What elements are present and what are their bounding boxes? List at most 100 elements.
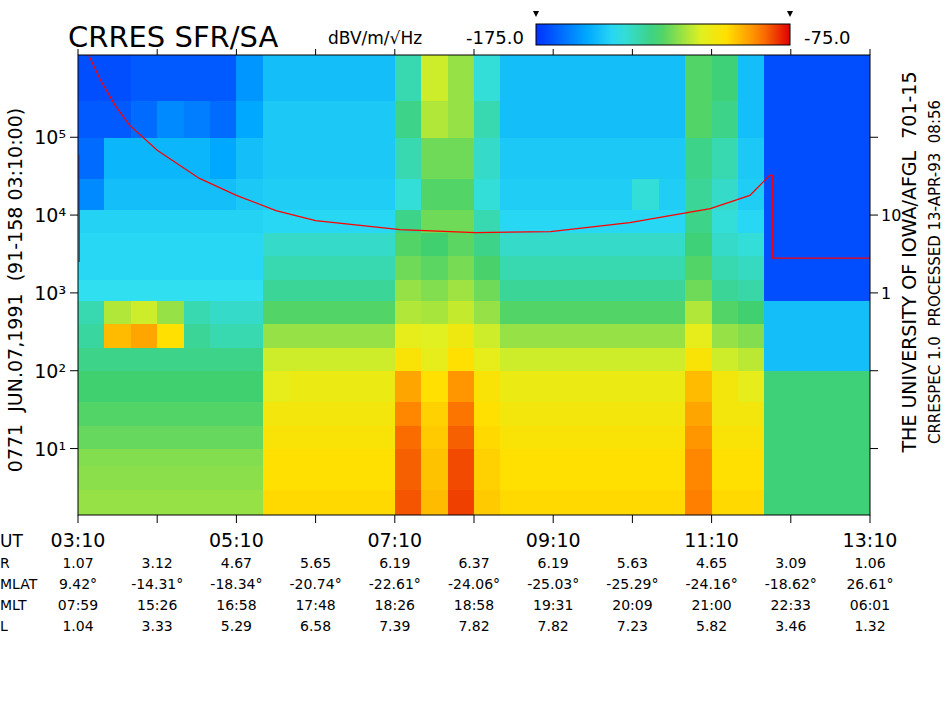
heatmap-cell bbox=[421, 324, 448, 348]
x-tick bbox=[157, 515, 158, 523]
ephemeris-value: 5.82 bbox=[696, 618, 727, 634]
heatmap-cell bbox=[368, 55, 395, 101]
heatmap-cell bbox=[527, 232, 554, 256]
heatmap-cell bbox=[553, 489, 580, 515]
heatmap-cell bbox=[368, 279, 395, 301]
heatmap-cell bbox=[157, 466, 184, 490]
heatmap-cell bbox=[500, 100, 527, 138]
heatmap-cell bbox=[738, 55, 765, 101]
y-tick-label: 10⁵ bbox=[34, 126, 66, 148]
heatmap-cell bbox=[236, 137, 263, 178]
heatmap-cell bbox=[104, 371, 131, 403]
heatmap-cell bbox=[421, 137, 448, 178]
heatmap-cell bbox=[712, 300, 739, 324]
heatmap-cell bbox=[448, 256, 475, 280]
heatmap-cell bbox=[104, 279, 131, 301]
heatmap-cell bbox=[289, 449, 316, 467]
heatmap-cell bbox=[659, 137, 686, 178]
heatmap-cell bbox=[632, 137, 659, 178]
heatmap-cell bbox=[606, 100, 633, 138]
heatmap-cell bbox=[368, 256, 395, 280]
heatmap-cell bbox=[844, 178, 870, 210]
heatmap-cell bbox=[342, 209, 369, 233]
heatmap-cell bbox=[817, 232, 844, 256]
heatmap-cell bbox=[342, 371, 369, 403]
heatmap-cell bbox=[78, 371, 105, 403]
y2-tick bbox=[870, 292, 878, 293]
heatmap-cell bbox=[791, 256, 818, 280]
heatmap-cell bbox=[764, 178, 791, 210]
heatmap-cell bbox=[817, 402, 844, 426]
heatmap-cell bbox=[210, 371, 237, 403]
heatmap-cell bbox=[500, 178, 527, 210]
heatmap-cell bbox=[104, 449, 131, 467]
heatmap-cell bbox=[474, 425, 501, 449]
heatmap-cell bbox=[210, 402, 237, 426]
heatmap-cell bbox=[157, 300, 184, 324]
heatmap-cell bbox=[210, 137, 237, 178]
heatmap-cell bbox=[527, 100, 554, 138]
heatmap-cell bbox=[791, 232, 818, 256]
heatmap-cell bbox=[131, 55, 158, 101]
heatmap-cell bbox=[184, 347, 211, 371]
colorbar-tick-label: -75.0 bbox=[804, 27, 851, 48]
heatmap-cell bbox=[395, 178, 422, 210]
heatmap-cell bbox=[738, 489, 765, 515]
heatmap-cell bbox=[764, 300, 791, 324]
heatmap-cell bbox=[157, 256, 184, 280]
heatmap-cell bbox=[553, 449, 580, 467]
heatmap-cell bbox=[527, 178, 554, 210]
heatmap-cell bbox=[500, 300, 527, 324]
heatmap-cell bbox=[500, 232, 527, 256]
x-tick-label: 07:10 bbox=[367, 529, 422, 551]
y-tick-label: 10¹ bbox=[34, 438, 66, 460]
heatmap-cell bbox=[553, 371, 580, 403]
x-tick bbox=[315, 49, 316, 55]
heatmap-cell bbox=[368, 300, 395, 324]
heatmap-cell bbox=[157, 178, 184, 210]
heatmap-cell bbox=[580, 489, 607, 515]
heatmap-cell bbox=[712, 178, 739, 210]
heatmap-cell bbox=[474, 232, 501, 256]
x-tick bbox=[553, 515, 554, 523]
heatmap-cell bbox=[210, 100, 237, 138]
ephemeris-value: 20:09 bbox=[612, 597, 652, 613]
heatmap-cell bbox=[289, 100, 316, 138]
heatmap-cell bbox=[395, 324, 422, 348]
y2-tick bbox=[870, 215, 878, 216]
heatmap-cell bbox=[553, 232, 580, 256]
ephemeris-value: -20.74° bbox=[290, 576, 342, 592]
heatmap-cell bbox=[342, 425, 369, 449]
heatmap-cell bbox=[289, 371, 316, 403]
heatmap-cell bbox=[263, 100, 290, 138]
heatmap-cell bbox=[659, 371, 686, 403]
heatmap-cell bbox=[157, 347, 184, 371]
heatmap-cell bbox=[289, 489, 316, 515]
heatmap-cell bbox=[157, 209, 184, 233]
heatmap-cell bbox=[421, 279, 448, 301]
heatmap-cell bbox=[764, 279, 791, 301]
heatmap-cell bbox=[685, 279, 712, 301]
y2-tick bbox=[870, 448, 878, 449]
heatmap-cell bbox=[316, 232, 343, 256]
heatmap-cell bbox=[263, 425, 290, 449]
heatmap-cell bbox=[500, 449, 527, 467]
heatmap-cell bbox=[791, 279, 818, 301]
heatmap-cell bbox=[236, 489, 263, 515]
heatmap-cell bbox=[289, 55, 316, 101]
heatmap-cell bbox=[685, 425, 712, 449]
heatmap-cell bbox=[712, 324, 739, 348]
heatmap-cell bbox=[210, 466, 237, 490]
heatmap-cell bbox=[580, 347, 607, 371]
heatmap-cell bbox=[395, 100, 422, 138]
heatmap-cell bbox=[474, 489, 501, 515]
heatmap-cell bbox=[500, 489, 527, 515]
heatmap-cell bbox=[157, 449, 184, 467]
heatmap-cell bbox=[606, 489, 633, 515]
heatmap-cell bbox=[527, 209, 554, 233]
heatmap-cell bbox=[659, 232, 686, 256]
heatmap-cell bbox=[553, 425, 580, 449]
heatmap-cell bbox=[236, 100, 263, 138]
x-tick bbox=[474, 49, 475, 55]
heatmap-cell bbox=[817, 324, 844, 348]
